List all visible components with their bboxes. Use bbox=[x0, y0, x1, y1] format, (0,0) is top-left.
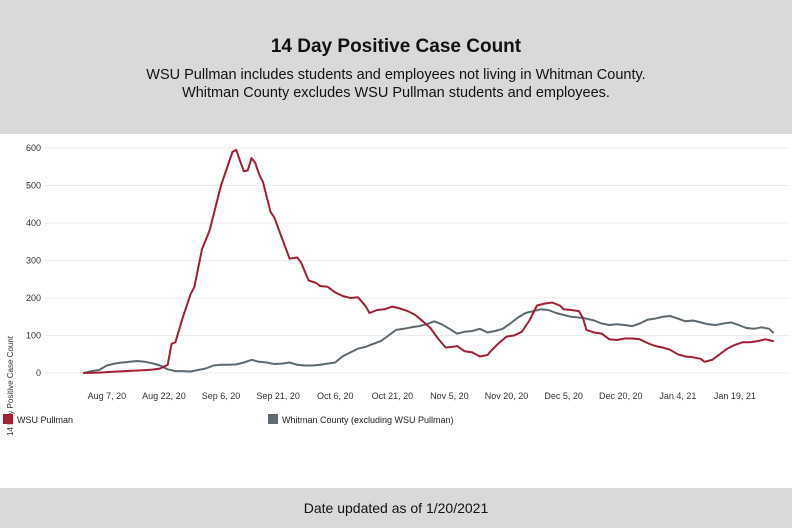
chart-header: 14 Day Positive Case Count WSU Pullman i… bbox=[0, 0, 792, 134]
series-line-whitman-county bbox=[83, 308, 774, 374]
x-tick-label: Sep 21, 20 bbox=[256, 391, 300, 401]
legend-label: WSU Pullman bbox=[17, 415, 73, 425]
x-tick-label: Jan 19, 21 bbox=[714, 391, 756, 401]
y-tick-label: 500 bbox=[26, 181, 41, 191]
chart-subtitle-line-2: Whitman County excludes WSU Pullman stud… bbox=[182, 85, 610, 101]
legend-swatch bbox=[3, 414, 13, 424]
legend-label: Whitman County (excluding WSU Pullman) bbox=[282, 415, 454, 425]
series-line-wsu-pullman bbox=[83, 148, 774, 374]
chart-subtitle-line-1: WSU Pullman includes students and employ… bbox=[146, 67, 646, 83]
x-tick-label: Nov 20, 20 bbox=[485, 391, 529, 401]
y-axis-title: 14 Day Positive Case Count bbox=[6, 335, 15, 436]
y-tick-label: 600 bbox=[26, 143, 41, 153]
y-tick-label: 200 bbox=[26, 293, 41, 303]
y-tick-label: 0 bbox=[36, 368, 41, 378]
date-updated-text: Date updated as of 1/20/2021 bbox=[303, 500, 489, 516]
x-tick-label: Jan 4, 21 bbox=[659, 391, 696, 401]
y-tick-label: 300 bbox=[26, 256, 41, 266]
x-axis-ticks: Aug 7, 20 Aug 22, 20 Sep 6, 20 Sep 21, 20 Oc… bbox=[88, 391, 756, 401]
y-tick-label: 400 bbox=[26, 218, 41, 228]
x-tick-label: Oct 6, 20 bbox=[317, 391, 354, 401]
x-tick-label: Dec 5, 20 bbox=[544, 391, 583, 401]
x-tick-label: Sep 6, 20 bbox=[202, 391, 241, 401]
footer: Date updated as of 1/20/2021 bbox=[0, 488, 792, 528]
series-lines bbox=[83, 148, 774, 374]
x-tick-label: Dec 20, 20 bbox=[599, 391, 643, 401]
x-tick-label: Nov 5, 20 bbox=[430, 391, 469, 401]
x-tick-label: Aug 22, 20 bbox=[142, 391, 186, 401]
grid-lines bbox=[45, 147, 790, 374]
line-chart: 0 100 200 300 400 500 600 Aug 7, 20 Aug 22, 20 S… bbox=[3, 143, 790, 436]
y-tick-label: 100 bbox=[26, 331, 41, 341]
legend-swatch bbox=[268, 414, 278, 424]
legend: WSU Pullman Whitman County (excluding WSU… bbox=[3, 414, 454, 425]
chart-title: 14 Day Positive Case Count bbox=[270, 36, 522, 57]
y-axis-ticks: 0 100 200 300 400 500 600 bbox=[26, 143, 41, 378]
x-tick-label: Aug 7, 20 bbox=[88, 391, 127, 401]
x-tick-label: Oct 21, 20 bbox=[372, 391, 414, 401]
